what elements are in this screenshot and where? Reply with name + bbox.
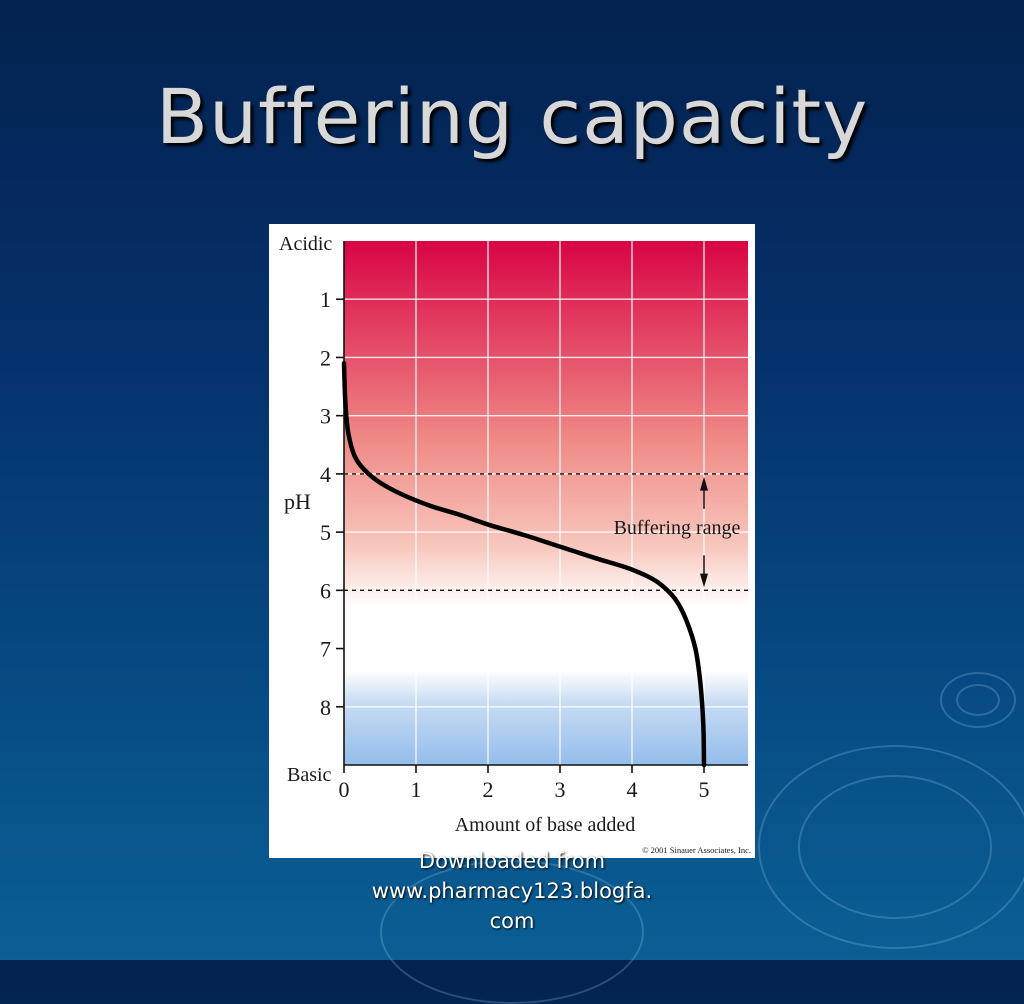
footer-line: Downloaded from	[418, 849, 606, 873]
chart-svg: 1 2 3 4 5 6 7 8 0 1 2 3 4 5 Acidic Basic pH Amount of…	[279, 233, 751, 855]
y-tick-label: 2	[320, 345, 331, 370]
plot-background	[344, 241, 748, 765]
footer-credit: Downloaded from www.pharmacy123.blogfa. …	[312, 846, 712, 936]
ripple-decoration	[758, 745, 1024, 949]
y-tick-label: 5	[320, 520, 331, 545]
x-tick-label: 2	[483, 777, 494, 802]
ripple-decoration	[798, 775, 992, 919]
y-end-label-acidic: Acidic	[279, 233, 332, 255]
annotation-buffering-range: Buffering range	[614, 517, 741, 539]
x-axis-label: Amount of base added	[455, 814, 636, 836]
footer-line: com	[489, 909, 535, 933]
annotation-arrow-head	[700, 573, 708, 588]
y-tick-label: 8	[320, 695, 331, 720]
y-tick-label: 3	[320, 404, 331, 429]
y-axis-label: pH	[284, 489, 311, 514]
x-tick-label: 0	[339, 777, 350, 802]
chart-figure: 1 2 3 4 5 6 7 8 0 1 2 3 4 5 Acidic Basic pH Amount of…	[269, 224, 755, 858]
annotation-arrow-head	[700, 476, 708, 491]
y-tick-label: 6	[320, 578, 331, 603]
y-tick-label: 4	[320, 462, 331, 487]
x-tick-label: 5	[699, 777, 710, 802]
y-tick-label: 1	[320, 287, 331, 312]
series-line	[341, 361, 707, 768]
slide-title: Buffering capacity	[155, 72, 869, 161]
ripple-decoration	[956, 684, 1000, 716]
footer-line: www.pharmacy123.blogfa.	[371, 879, 653, 903]
x-tick-label: 1	[411, 777, 422, 802]
copyright-note: © 2001 Sinauer Associates, Inc.	[642, 845, 751, 855]
y-tick-label: 7	[320, 637, 331, 662]
ripple-decoration	[940, 672, 1016, 728]
y-end-label-basic: Basic	[287, 764, 332, 786]
x-tick-label: 3	[555, 777, 566, 802]
x-tick-label: 4	[627, 777, 638, 802]
